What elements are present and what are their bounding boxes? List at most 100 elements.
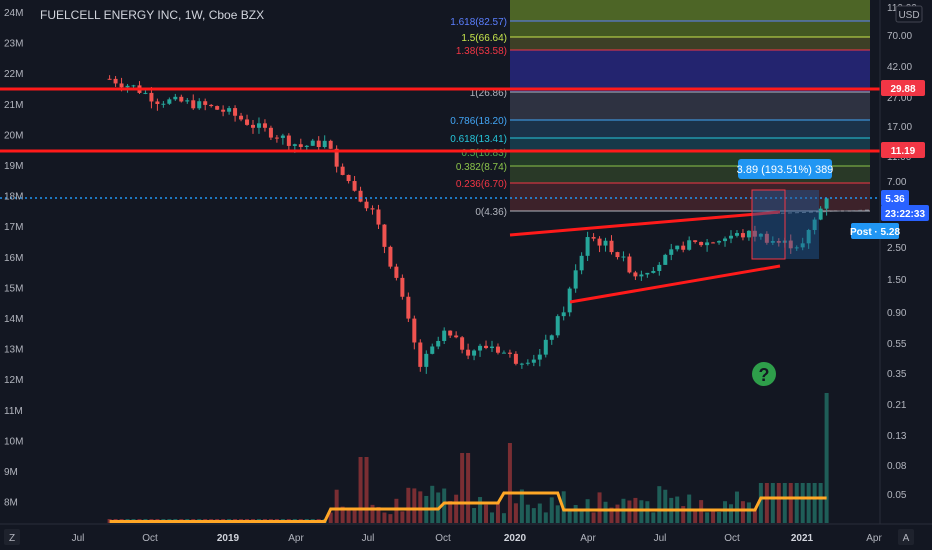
volume-bar [472, 508, 477, 523]
fib-zone-1618 [510, 21, 870, 37]
volume-bar [579, 511, 584, 523]
candle-body [818, 208, 823, 220]
zoom-button[interactable] [4, 529, 20, 545]
volume-bar [645, 501, 650, 523]
volume-bar [328, 512, 333, 523]
candle-body [292, 144, 297, 146]
left-axis-label: 8M [4, 498, 18, 509]
candle-body [495, 346, 500, 353]
candle-body [376, 209, 381, 225]
time-axis: Jul Oct 2019 Apr Jul Oct 2020 Apr Jul Oct 2021 Apr [72, 533, 883, 544]
candle-body [501, 352, 506, 354]
fib-level-label: 0.5(10.83) [461, 148, 507, 159]
candle-body [274, 137, 279, 139]
fib-level-label: 0.618(13.41) [450, 134, 507, 145]
candle-body [328, 140, 333, 149]
wedge-lower-trendline[interactable] [569, 264, 781, 304]
right-axis-label: 42.00 [887, 62, 912, 73]
auto-scale-button[interactable] [898, 529, 914, 545]
candle-body [412, 318, 417, 343]
volume-bar [764, 483, 769, 523]
volume-bar [400, 511, 405, 523]
candle-body [513, 353, 518, 364]
currency-label: USD [898, 10, 919, 21]
volume-bar [454, 494, 459, 523]
candle-body [609, 240, 614, 253]
candle-body [555, 316, 560, 336]
candle-body [161, 103, 166, 105]
candle-body [436, 340, 441, 347]
volume-bar [770, 483, 775, 523]
fib-zones[interactable]: 1.618(82.57) 1.5(66.64) 1.38(53.58) 1(26.86… [450, 0, 870, 218]
candle-body [239, 115, 244, 120]
volume-bar [549, 497, 554, 523]
time-axis-panel[interactable] [0, 524, 932, 550]
price-tags: 29.88 11.19 5.36 23:22:33 Post · 5.28 [850, 80, 929, 239]
volume-bar [639, 500, 644, 523]
volume-bar [717, 511, 722, 523]
time-axis-label: Oct [142, 533, 158, 544]
wedge-upper-trendline[interactable] [509, 210, 781, 237]
volume-bar [591, 512, 596, 523]
volume-bar [406, 487, 411, 523]
candle-body [579, 255, 584, 271]
candle-body [705, 242, 710, 246]
fib-zone-1618-top [510, 0, 870, 21]
candle-body [776, 241, 781, 243]
candle-body [478, 345, 483, 351]
volume-bar [507, 443, 512, 523]
candle-body [143, 92, 148, 94]
volume-bar [806, 483, 811, 523]
candle-body [597, 238, 602, 246]
candle-body [400, 277, 405, 297]
left-axis-label: 21M [4, 100, 23, 111]
candle-body [179, 96, 184, 102]
candle-body [788, 240, 793, 249]
volume-bar [734, 491, 739, 523]
volume-bar [711, 510, 716, 523]
time-axis-label: Oct [435, 533, 451, 544]
left-axis-label: 11M [4, 406, 23, 417]
candle-body [657, 264, 662, 271]
candle-body [406, 296, 411, 319]
fib-level-label: 0(4.36) [475, 207, 507, 218]
question-annotation[interactable]: ? [752, 362, 776, 386]
volume-bar [513, 503, 518, 523]
volume-bar [442, 488, 447, 523]
volume-ma-line [109, 491, 827, 523]
candle-body [824, 198, 829, 209]
candle-body [460, 337, 465, 350]
volume-bar [555, 505, 560, 523]
candle-body [227, 108, 232, 112]
volume-bar [824, 393, 829, 523]
candle-body [746, 230, 751, 238]
candle-body [490, 346, 494, 349]
volume-bar [412, 488, 417, 523]
candle-body [484, 345, 489, 349]
time-axis-label: Jul [654, 533, 667, 544]
right-axis-label: 0.35 [887, 369, 907, 380]
candle-body [770, 241, 775, 243]
time-axis-label: Apr [288, 533, 304, 544]
volume-bar [388, 514, 393, 523]
candle-body [561, 312, 566, 317]
candle-body [149, 92, 154, 102]
time-axis-label: Jul [72, 533, 85, 544]
volume-bar [358, 457, 363, 523]
volume-bar [346, 508, 351, 523]
candle-body [119, 83, 124, 88]
candle-body [334, 148, 339, 167]
volume-bar [501, 513, 506, 523]
left-axis-label: 10M [4, 436, 23, 447]
projection-dashed-line [759, 209, 871, 215]
left-axis-label: 18M [4, 192, 23, 203]
right-axis-panel[interactable] [880, 0, 932, 524]
candle-body [352, 181, 357, 191]
price-tag-bg [881, 190, 909, 206]
volume-bar [364, 457, 369, 523]
measure-tool[interactable]: 3.89 (193.51%) 389 [737, 159, 834, 260]
volume-bar [651, 512, 656, 523]
right-axis-label: 7.00 [887, 177, 907, 188]
volume-bar [782, 483, 787, 523]
